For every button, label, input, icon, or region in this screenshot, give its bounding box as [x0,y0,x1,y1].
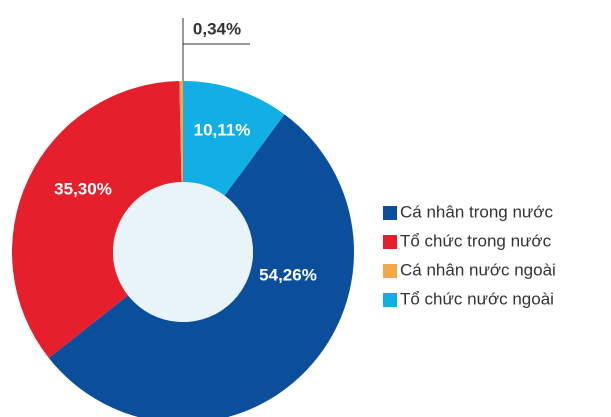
donut-slice [48,114,354,417]
legend-swatch [383,264,397,278]
value-label: 0,34% [193,19,241,38]
legend-swatch [383,206,397,220]
value-label: 35,30% [54,179,112,198]
value-label: 54,26% [259,265,317,284]
donut-hole [113,182,253,322]
legend-swatch [383,235,397,249]
legend-label: Cá nhân trong nước [400,202,553,221]
legend-label: Tổ chức trong nước [400,231,552,250]
value-label: 10,11% [194,120,251,139]
donut-slice [183,81,285,196]
donut-slice [179,81,183,183]
donut-slice [12,81,182,358]
legend-swatch [383,293,397,307]
legend-label: Cá nhân nước ngoài [400,260,556,279]
legend-label: Tổ chức nước ngoài [400,289,554,308]
